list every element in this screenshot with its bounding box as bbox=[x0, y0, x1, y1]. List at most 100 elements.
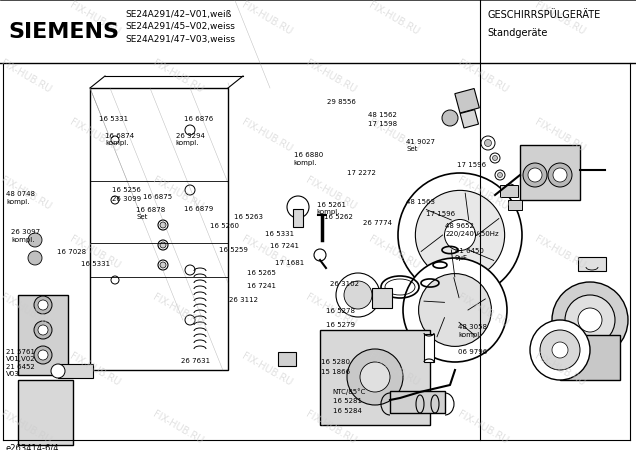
Text: FIX-HUB.RU: FIX-HUB.RU bbox=[69, 234, 122, 270]
Circle shape bbox=[523, 163, 547, 187]
Text: FIX-HUB.RU: FIX-HUB.RU bbox=[151, 409, 205, 446]
Circle shape bbox=[314, 249, 326, 261]
Text: 16 7241: 16 7241 bbox=[270, 243, 299, 249]
Text: 15 1866: 15 1866 bbox=[321, 369, 350, 375]
Circle shape bbox=[38, 325, 48, 335]
Circle shape bbox=[497, 172, 502, 177]
Text: FIX-HUB.RU: FIX-HUB.RU bbox=[69, 117, 122, 153]
Circle shape bbox=[160, 242, 166, 248]
Circle shape bbox=[504, 184, 516, 196]
Text: FIX-HUB.RU: FIX-HUB.RU bbox=[240, 117, 294, 153]
Text: FIX-HUB.RU: FIX-HUB.RU bbox=[533, 351, 586, 387]
Text: 16 5263: 16 5263 bbox=[234, 214, 263, 220]
Text: 17 1596: 17 1596 bbox=[457, 162, 486, 168]
Text: 29 8556: 29 8556 bbox=[327, 99, 356, 105]
Bar bbox=[278, 352, 296, 366]
Text: FIX-HUB.RU: FIX-HUB.RU bbox=[151, 292, 205, 329]
Text: 16 5279: 16 5279 bbox=[326, 322, 356, 328]
Circle shape bbox=[158, 260, 168, 270]
Circle shape bbox=[160, 262, 166, 268]
Text: FIX-HUB.RU: FIX-HUB.RU bbox=[240, 0, 294, 36]
Text: 16 7241: 16 7241 bbox=[247, 283, 276, 288]
Circle shape bbox=[403, 258, 507, 362]
Circle shape bbox=[485, 140, 492, 147]
Text: 17 2272: 17 2272 bbox=[347, 170, 376, 176]
Text: 21 5761
V01,V02
21 6452
V03: 21 5761 V01,V02 21 6452 V03 bbox=[6, 349, 36, 377]
Text: FIX-HUB.RU: FIX-HUB.RU bbox=[0, 409, 52, 446]
Circle shape bbox=[111, 136, 119, 144]
Circle shape bbox=[481, 136, 495, 150]
Text: 16 5331: 16 5331 bbox=[81, 261, 111, 267]
Text: 16 6878
Set: 16 6878 Set bbox=[136, 207, 165, 220]
Bar bbox=[424, 334, 434, 362]
Circle shape bbox=[185, 185, 195, 195]
Text: FIX-HUB.RU: FIX-HUB.RU bbox=[304, 175, 357, 212]
Text: 26 3102: 26 3102 bbox=[330, 281, 359, 287]
Circle shape bbox=[445, 220, 476, 251]
Text: 26 7631: 26 7631 bbox=[181, 358, 211, 364]
Bar bbox=[372, 288, 392, 308]
Circle shape bbox=[158, 240, 168, 250]
Text: 26 3097
kompl.: 26 3097 kompl. bbox=[11, 230, 41, 243]
Bar bbox=[560, 335, 620, 380]
Text: 16 5260: 16 5260 bbox=[210, 223, 239, 229]
Circle shape bbox=[111, 196, 119, 204]
Text: 16 6874
kompl.: 16 6874 kompl. bbox=[105, 133, 134, 146]
Text: FIX-HUB.RU: FIX-HUB.RU bbox=[457, 292, 510, 329]
Text: 16 5262: 16 5262 bbox=[324, 214, 353, 220]
Circle shape bbox=[442, 110, 458, 126]
Text: FIX-HUB.RU: FIX-HUB.RU bbox=[69, 351, 122, 387]
Circle shape bbox=[528, 168, 542, 182]
Circle shape bbox=[495, 170, 505, 180]
Circle shape bbox=[38, 300, 48, 310]
Text: 16 5331: 16 5331 bbox=[99, 116, 128, 122]
Circle shape bbox=[185, 265, 195, 275]
Text: 48 9652
220/240V,50Hz: 48 9652 220/240V,50Hz bbox=[445, 223, 499, 237]
Text: 16 6880
kompl.: 16 6880 kompl. bbox=[294, 152, 323, 166]
Text: FIX-HUB.RU: FIX-HUB.RU bbox=[304, 409, 357, 446]
Text: 17 1598: 17 1598 bbox=[368, 122, 397, 127]
Circle shape bbox=[548, 163, 572, 187]
Text: 16 5278: 16 5278 bbox=[326, 308, 356, 314]
Text: 48 1562: 48 1562 bbox=[368, 112, 396, 117]
Text: FIX-HUB.RU: FIX-HUB.RU bbox=[0, 292, 52, 329]
Text: FIX-HUB.RU: FIX-HUB.RU bbox=[533, 234, 586, 270]
Text: FIX-HUB.RU: FIX-HUB.RU bbox=[533, 117, 586, 153]
Text: 16 5261
kompl.: 16 5261 kompl. bbox=[317, 202, 346, 215]
Circle shape bbox=[185, 125, 195, 135]
Circle shape bbox=[51, 364, 65, 378]
Text: FIX-HUB.RU: FIX-HUB.RU bbox=[533, 0, 586, 36]
Text: FIX-HUB.RU: FIX-HUB.RU bbox=[368, 0, 421, 36]
Text: 48 0748
kompl.: 48 0748 kompl. bbox=[6, 191, 36, 205]
Text: 16 5281: 16 5281 bbox=[333, 398, 362, 404]
Text: FIX-HUB.RU: FIX-HUB.RU bbox=[304, 58, 357, 95]
Text: 16 5280: 16 5280 bbox=[321, 359, 350, 365]
Text: 16 6876: 16 6876 bbox=[184, 116, 214, 122]
Text: 26 3112: 26 3112 bbox=[229, 297, 258, 303]
Circle shape bbox=[185, 315, 195, 325]
Circle shape bbox=[360, 362, 390, 392]
Text: 16 6875: 16 6875 bbox=[143, 194, 172, 200]
Circle shape bbox=[28, 233, 42, 247]
Circle shape bbox=[287, 196, 309, 218]
Text: NTC/85°C: NTC/85°C bbox=[333, 388, 366, 395]
Circle shape bbox=[344, 281, 372, 309]
Circle shape bbox=[28, 251, 42, 265]
Circle shape bbox=[415, 190, 504, 279]
Text: 41 9027
Set: 41 9027 Set bbox=[406, 139, 436, 152]
Text: FIX-HUB.RU: FIX-HUB.RU bbox=[304, 292, 357, 329]
Text: 16 6879: 16 6879 bbox=[184, 206, 214, 212]
Text: Standgeräte: Standgeräte bbox=[487, 28, 548, 38]
Text: FIX-HUB.RU: FIX-HUB.RU bbox=[457, 409, 510, 446]
Text: SE24A291/42–V01,weiß
SE24A291/45–V02,weiss
SE24A291/47–V03,weiss: SE24A291/42–V01,weiß SE24A291/45–V02,wei… bbox=[125, 10, 235, 44]
Bar bbox=[508, 200, 522, 210]
Text: 16 5284: 16 5284 bbox=[333, 408, 361, 414]
Text: FIX-HUB.RU: FIX-HUB.RU bbox=[240, 351, 294, 387]
Bar bbox=[520, 145, 580, 200]
Text: FIX-HUB.RU: FIX-HUB.RU bbox=[69, 0, 122, 36]
Circle shape bbox=[418, 274, 492, 346]
Text: 26 3294
kompl.: 26 3294 kompl. bbox=[176, 133, 204, 146]
Text: 16 5265: 16 5265 bbox=[247, 270, 275, 276]
Bar bbox=[58, 364, 93, 378]
Text: 48 3058
kompl.: 48 3058 kompl. bbox=[458, 324, 487, 338]
